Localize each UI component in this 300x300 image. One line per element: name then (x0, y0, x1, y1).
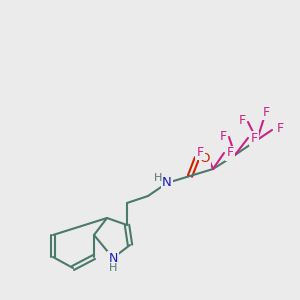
Text: N: N (162, 176, 172, 190)
Text: F: F (196, 146, 204, 158)
Text: F: F (276, 122, 284, 134)
Text: F: F (262, 106, 270, 118)
Text: N: N (108, 251, 118, 265)
Text: F: F (238, 113, 246, 127)
Text: F: F (250, 131, 258, 145)
Text: H: H (109, 263, 117, 273)
Text: F: F (226, 146, 234, 160)
Text: O: O (200, 152, 210, 164)
Text: H: H (154, 173, 162, 183)
Text: F: F (219, 130, 226, 143)
